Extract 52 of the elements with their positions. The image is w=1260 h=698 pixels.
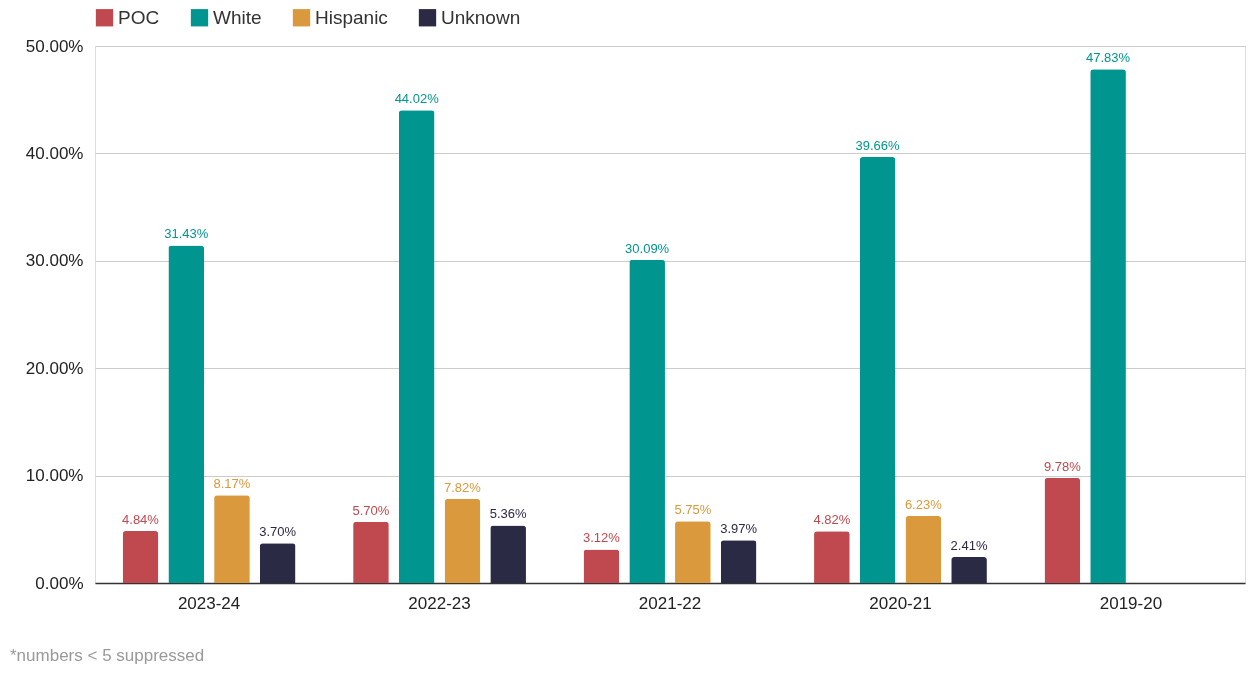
bar — [168, 245, 205, 583]
bar — [122, 531, 159, 583]
bar — [1090, 69, 1126, 583]
bar — [444, 499, 481, 583]
data-label: 2.41% — [950, 538, 988, 554]
data-label: 5.75% — [674, 502, 712, 518]
legend-label: Unknown — [441, 6, 521, 28]
y-tick-label: 30.00% — [25, 251, 84, 271]
text: *numbers < 5 suppressed — [10, 646, 205, 665]
x-tick-label: 2020-21 — [869, 593, 932, 613]
data-label: 47.83% — [1086, 50, 1131, 66]
bar — [214, 495, 250, 583]
data-label: 5.70% — [352, 502, 390, 518]
bar — [583, 549, 620, 583]
bar — [353, 521, 389, 583]
data-label: 9.78% — [1043, 458, 1082, 474]
legend-label: White — [213, 6, 262, 28]
legend-label: POC — [118, 6, 160, 28]
data-label: 6.23% — [904, 497, 943, 513]
data-label: 5.36% — [489, 506, 527, 522]
x-tick-label: 2022-23 — [408, 593, 471, 613]
y-tick-label: 40.00% — [25, 143, 84, 163]
y-tick-label: 10.00% — [25, 466, 84, 486]
bar — [490, 525, 526, 583]
y-tick-label: 50.00% — [25, 36, 84, 56]
data-label: 31.43% — [164, 226, 209, 242]
bar — [720, 540, 757, 583]
bar — [398, 110, 435, 583]
data-label: 30.09% — [625, 240, 670, 256]
legend-label: Hispanic — [315, 6, 388, 28]
data-label: 4.82% — [813, 512, 851, 528]
y-tick-label: 0.00% — [35, 573, 84, 593]
y-tick-label: 20.00% — [25, 358, 84, 378]
data-label: 3.12% — [582, 530, 621, 546]
bar — [1044, 477, 1081, 583]
data-label: 3.97% — [720, 521, 758, 537]
bar — [951, 557, 987, 583]
data-label: 44.02% — [394, 91, 440, 107]
bar — [675, 521, 711, 583]
x-tick-label: 2023-24 — [177, 593, 241, 613]
bar — [905, 516, 942, 583]
bar — [259, 543, 296, 583]
bar — [629, 259, 665, 583]
bar — [859, 157, 896, 583]
x-tick-label: 2021-22 — [638, 593, 702, 613]
data-label: 4.84% — [122, 512, 160, 528]
data-label: 39.66% — [855, 138, 901, 154]
data-label: 3.70% — [259, 524, 297, 540]
data-label: 7.82% — [443, 480, 482, 496]
bar — [814, 531, 850, 583]
data-label: 8.17% — [213, 476, 251, 492]
x-tick-label: 2019-20 — [1099, 593, 1163, 613]
